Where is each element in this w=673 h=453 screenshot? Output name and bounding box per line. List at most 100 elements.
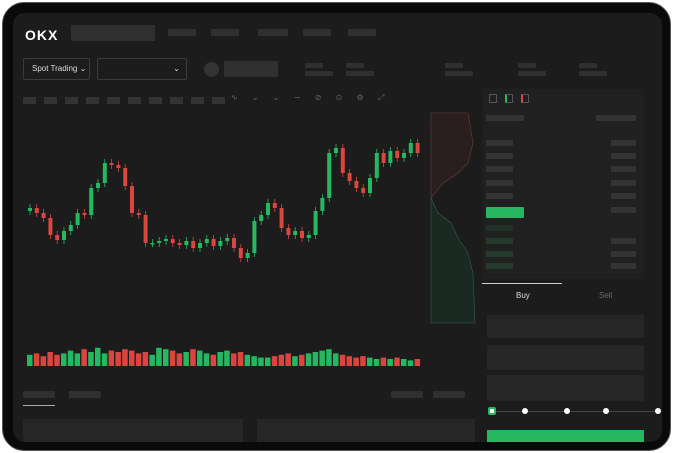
price-input[interactable] <box>487 315 644 338</box>
candle[interactable] <box>266 203 270 215</box>
slider-handle[interactable] <box>488 407 496 415</box>
candle[interactable] <box>388 151 393 163</box>
nav-item[interactable] <box>168 29 196 36</box>
timeframe-button[interactable] <box>191 97 204 104</box>
tab-buy[interactable]: Buy <box>516 291 530 300</box>
order-book-sell-icon[interactable] <box>521 94 529 103</box>
order-book-both-icon[interactable] <box>489 94 497 103</box>
candle[interactable] <box>334 148 338 153</box>
slider-step-50[interactable] <box>564 408 570 414</box>
timeframe-button[interactable] <box>65 97 78 104</box>
candle[interactable] <box>279 208 284 228</box>
candle[interactable] <box>245 253 250 258</box>
timeframe-button[interactable] <box>23 97 36 104</box>
timeframe-button[interactable] <box>149 97 162 104</box>
candle[interactable] <box>320 198 325 211</box>
candle[interactable] <box>238 248 243 258</box>
candle[interactable] <box>395 151 400 158</box>
filter-button[interactable] <box>391 391 423 398</box>
candle[interactable] <box>123 168 128 186</box>
candle[interactable] <box>68 225 73 231</box>
candle[interactable] <box>184 241 189 245</box>
order-book-buy-icon[interactable] <box>505 94 513 103</box>
timeframe-button[interactable] <box>212 97 225 104</box>
timeframe-button[interactable] <box>86 97 99 104</box>
percent-slider[interactable] <box>491 411 659 412</box>
filter-button[interactable] <box>433 391 465 398</box>
candle[interactable] <box>402 153 406 158</box>
candle[interactable] <box>381 153 386 163</box>
candlestick-chart[interactable] <box>13 13 662 442</box>
candle[interactable] <box>96 183 100 188</box>
candle[interactable] <box>340 148 345 173</box>
candle[interactable] <box>374 153 379 178</box>
candle[interactable] <box>89 188 94 215</box>
nav-item[interactable] <box>348 29 376 36</box>
timeframe-button[interactable] <box>128 97 141 104</box>
tab-sell[interactable]: Sell <box>599 291 613 300</box>
candle[interactable] <box>300 231 304 238</box>
nav-item[interactable] <box>211 29 239 36</box>
candle[interactable] <box>361 188 366 193</box>
timeframe-button[interactable] <box>107 97 120 104</box>
slider-step-75[interactable] <box>603 408 609 414</box>
spot-trading-select[interactable]: Spot Trading ⌄ <box>23 58 90 80</box>
candle[interactable] <box>177 243 182 245</box>
candle[interactable] <box>75 213 80 225</box>
candle[interactable] <box>306 235 311 238</box>
candle[interactable] <box>415 143 420 153</box>
total-input[interactable] <box>487 375 644 401</box>
candle[interactable] <box>313 211 318 235</box>
nav-item[interactable] <box>303 29 331 36</box>
candle[interactable] <box>164 239 168 241</box>
candle[interactable] <box>198 243 202 248</box>
slider-step-100[interactable] <box>655 408 661 414</box>
candle[interactable] <box>327 153 332 198</box>
search-bar[interactable] <box>71 25 155 41</box>
candle[interactable] <box>136 213 141 215</box>
candle[interactable] <box>259 215 264 221</box>
candle[interactable] <box>143 215 148 243</box>
candle[interactable] <box>28 208 32 211</box>
candle[interactable] <box>34 208 39 213</box>
candle[interactable] <box>218 241 223 246</box>
candle[interactable] <box>150 243 155 245</box>
candle[interactable] <box>347 173 352 181</box>
candle[interactable] <box>354 181 359 188</box>
tab-history[interactable] <box>69 391 101 398</box>
candle[interactable] <box>368 178 372 193</box>
chart-tool-icons[interactable]: ∿ ⌄ ⌄ ∼ ⊘ ⊙ ⚙ ⤢ <box>231 93 391 102</box>
volume-bar <box>326 349 332 366</box>
candle[interactable] <box>252 221 257 253</box>
candle[interactable] <box>116 165 121 168</box>
candle[interactable] <box>170 239 175 243</box>
volume-bar <box>231 353 237 366</box>
candle[interactable] <box>225 238 230 241</box>
candle[interactable] <box>232 238 236 248</box>
buy-button[interactable] <box>487 430 644 442</box>
candle[interactable] <box>55 235 60 240</box>
candle[interactable] <box>293 231 298 235</box>
candle[interactable] <box>286 228 291 235</box>
candle[interactable] <box>211 239 216 246</box>
candle[interactable] <box>272 203 277 208</box>
candle[interactable] <box>157 241 162 243</box>
candle[interactable] <box>41 213 46 218</box>
candle[interactable] <box>82 213 87 215</box>
candle[interactable] <box>204 239 209 243</box>
candle[interactable] <box>62 231 66 240</box>
candle[interactable] <box>408 143 413 153</box>
candle[interactable] <box>109 163 114 165</box>
tab-open-orders[interactable] <box>23 391 55 398</box>
timeframe-button[interactable] <box>44 97 57 104</box>
candle[interactable] <box>102 163 107 183</box>
pair-select[interactable]: ⌄ <box>97 58 187 80</box>
candle[interactable] <box>48 218 53 235</box>
nav-item[interactable] <box>258 29 288 36</box>
candle[interactable] <box>191 241 196 248</box>
candle[interactable] <box>130 186 134 213</box>
amount-input[interactable] <box>487 345 644 370</box>
slider-step-25[interactable] <box>522 408 528 414</box>
order-book-cell <box>611 153 636 159</box>
timeframe-button[interactable] <box>170 97 183 104</box>
